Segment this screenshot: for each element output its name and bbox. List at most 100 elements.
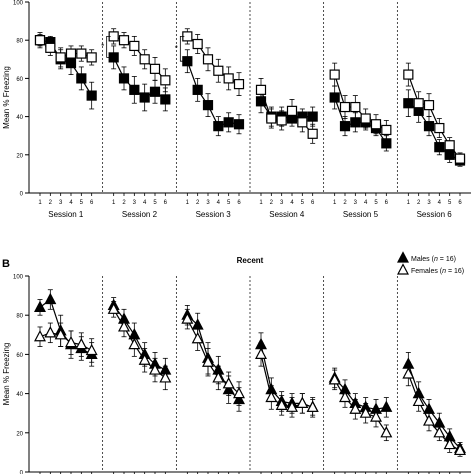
trial-tick-label: 4 [143,200,147,206]
y-axis-label: Mean % Freezing [2,66,11,129]
significance-bracket [106,35,111,58]
data-point [34,300,46,312]
data-point [222,377,235,389]
data-point [118,73,130,84]
trial-tick-label: 1 [112,200,116,206]
legend-marker [397,251,409,263]
data-point [433,426,446,438]
data-point [402,367,415,379]
data-point [160,75,171,86]
legend-entry: Females (n = 16) [411,268,464,275]
trial-tick-label: 2 [417,200,421,206]
data-point [434,142,445,153]
trial-tick-label: 6 [90,200,94,206]
trial-tick-label: 1 [259,200,263,206]
significance-star: * [175,44,178,53]
data-point [360,113,371,124]
significance-star: * [101,42,104,51]
trial-tick-label: 3 [206,200,210,206]
data-point [191,331,204,344]
data-point [423,100,435,111]
trial-tick-label: 3 [354,200,358,206]
y-axis-label: Mean % Freezing [2,343,11,406]
data-point [54,328,67,340]
data-point [181,312,194,324]
data-point [412,394,425,407]
trial-tick-label: 6 [458,200,462,206]
data-point [276,115,287,126]
y-tick-label: 100 [13,1,24,7]
trial-tick-label: 4 [364,200,368,206]
trial-tick-label: 6 [385,200,389,206]
data-point [55,52,66,63]
data-point [128,337,141,350]
data-point [45,42,56,53]
data-point [286,400,298,412]
data-point [85,343,98,356]
series-2 [34,301,466,457]
data-point [350,117,361,128]
legend-entry: Males (n = 16) [411,256,456,263]
data-point [160,94,171,105]
data-point [213,65,224,76]
trial-tick-label: 2 [49,200,53,206]
y-tick-label: 40 [16,392,23,398]
data-point [159,371,172,383]
legend-marker [397,263,409,275]
data-point [339,390,351,403]
data-point [149,363,161,375]
data-point [86,52,97,63]
y-tick-label: 60 [16,77,23,83]
trial-tick-label: 4 [438,200,442,206]
data-point [443,437,456,450]
data-point [233,119,245,130]
data-point [275,398,288,410]
data-point [255,84,267,95]
data-point [329,69,340,80]
trial-tick-label: 6 [164,200,168,206]
data-point [297,117,308,128]
data-point [349,402,362,414]
data-point [444,140,455,151]
data-point [381,124,392,136]
session-label: Session 1 [48,210,84,219]
data-point [192,38,203,50]
data-point [370,410,382,422]
y-tick-label: 60 [16,353,23,359]
data-point [454,443,466,456]
data-point [139,54,150,65]
series-line [113,305,166,371]
trial-tick-label: 6 [311,200,315,206]
data-point [233,386,245,399]
y-tick-label: 40 [16,115,23,121]
y-tick-label: 20 [16,153,23,159]
data-point [139,92,150,103]
trial-tick-label: 5 [374,200,378,206]
chart-title: Recent [237,256,264,265]
trial-tick-label: 2 [270,200,274,206]
trial-tick-label: 2 [122,200,126,206]
data-point [307,128,318,139]
data-point [34,329,46,342]
trial-tick-label: 4 [69,200,73,206]
data-point [339,121,351,132]
trial-tick-label: 5 [227,200,231,206]
trial-tick-label: 1 [333,200,337,206]
panel-b-letter: B [2,258,10,270]
data-point [350,101,361,113]
y-tick-label: 80 [16,39,23,45]
data-point [328,373,341,385]
data-point [223,73,234,84]
data-point [265,390,278,403]
data-point [423,414,435,426]
panel-b-chart: 0 20 40 60 80 100 Mean % Freezing Recent Males (… [2,251,471,474]
data-point [107,302,120,314]
data-point [381,138,392,149]
trial-tick-label: 4 [217,200,221,206]
trial-tick-label: 3 [133,200,137,206]
data-point [359,406,372,418]
data-point [44,292,57,305]
y-tick-label: 0 [20,471,24,474]
data-point [296,396,309,408]
